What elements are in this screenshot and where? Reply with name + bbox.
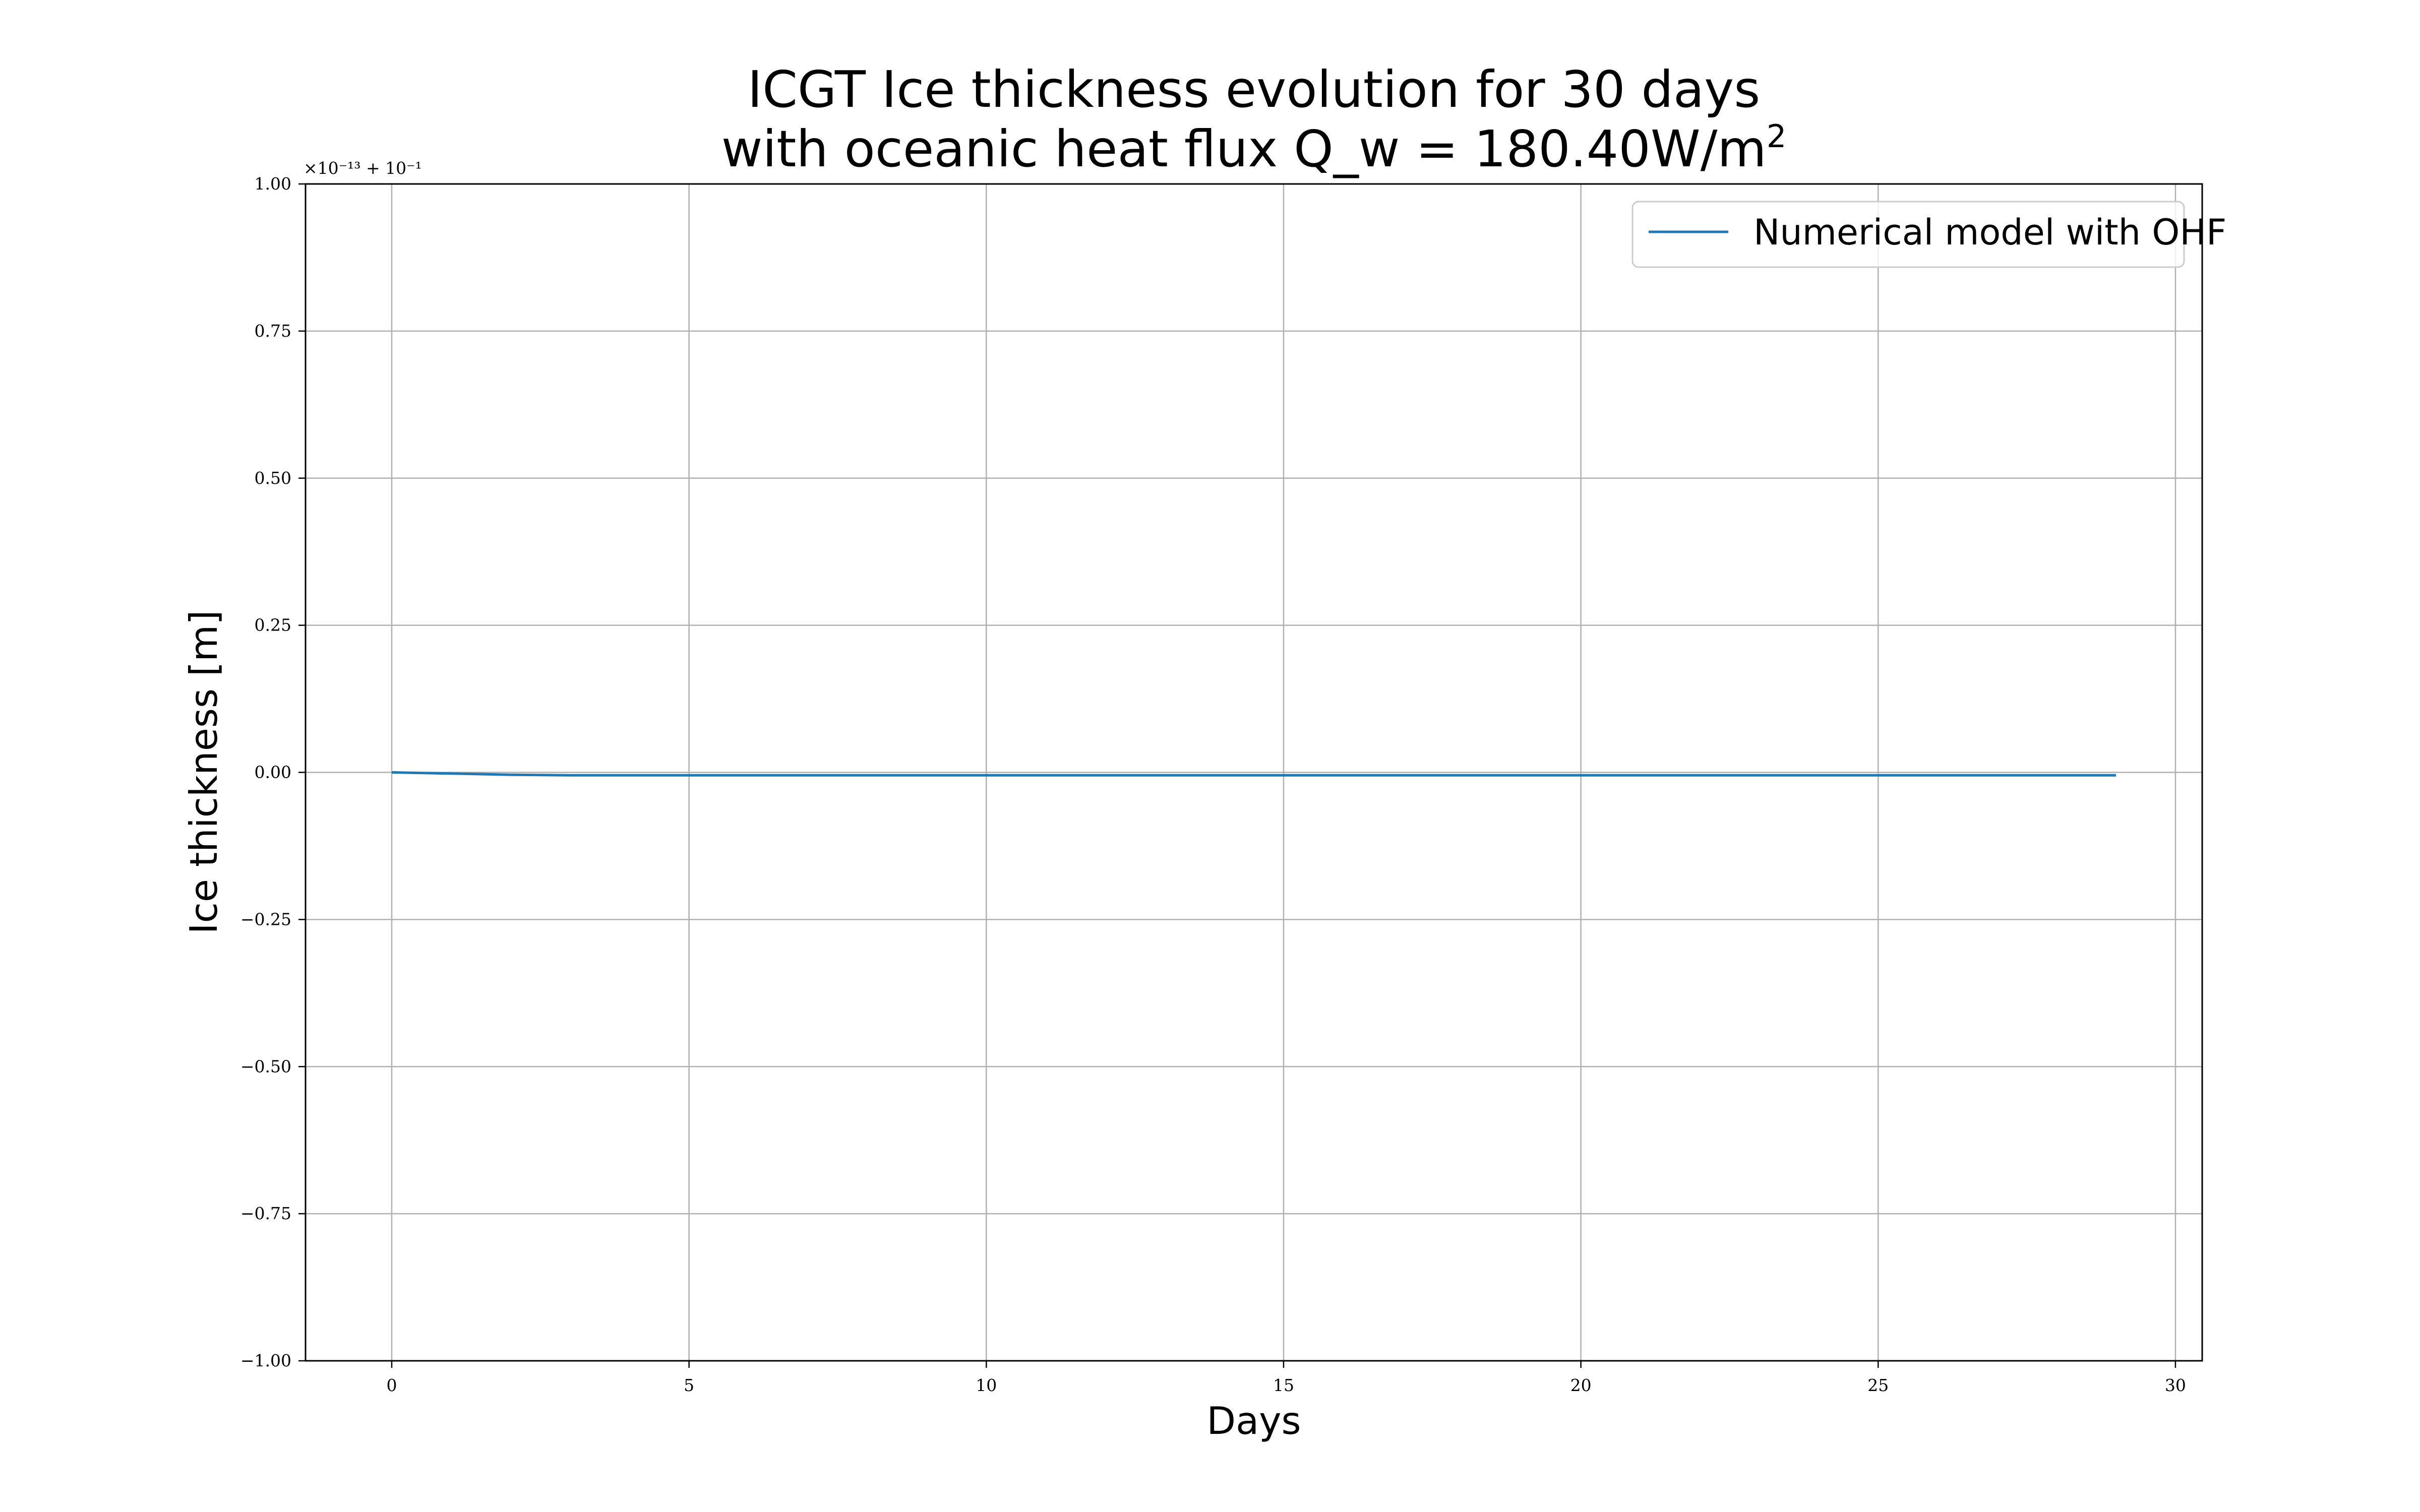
data-point <box>986 775 987 776</box>
y-tick-label: −0.25 <box>240 909 291 929</box>
data-point <box>1224 775 1225 776</box>
legend-label: Numerical model with OHF <box>1753 212 2226 253</box>
data-point <box>1759 775 1760 776</box>
data-point <box>1402 775 1403 776</box>
x-tick-label: 10 <box>976 1375 997 1395</box>
legend-box <box>1631 201 2185 268</box>
y-tick-label: −0.50 <box>240 1056 291 1076</box>
data-point <box>1521 775 1522 776</box>
data-point <box>1283 775 1284 776</box>
data-point <box>629 775 630 776</box>
y-tick-label: 0.00 <box>255 763 291 782</box>
legend: Numerical model with OHF <box>1631 201 2226 268</box>
data-point <box>867 775 868 776</box>
data-point <box>1105 775 1106 776</box>
y-tick-label: −0.75 <box>240 1204 291 1223</box>
data-point <box>2056 775 2057 776</box>
y-axis-ticks: 1.00 0.75 0.50 0.25 0.00 −0.25 −0.50 −0.75 −1.00 <box>240 174 306 1370</box>
series-line <box>391 771 2116 777</box>
data-point <box>1997 775 1998 776</box>
data-point <box>748 775 749 776</box>
x-tick-label: 0 <box>387 1375 397 1395</box>
y-axis-label: Ice thickness [m] <box>182 610 226 934</box>
chart-subtitle: with oceanic heat flux Q_w = 180.40W/m2 <box>721 118 1787 178</box>
x-tick-label: 30 <box>2165 1375 2186 1395</box>
x-tick-label: 5 <box>684 1375 694 1395</box>
data-point <box>1640 775 1641 776</box>
x-axis-ticks: 0 5 10 15 20 25 30 <box>387 1361 2186 1395</box>
y-tick-label: 1.00 <box>255 174 291 194</box>
y-tick-label: 0.25 <box>255 615 291 635</box>
plot-lines <box>391 771 2116 777</box>
data-point <box>1878 775 1879 776</box>
chart-subtitle-superscript: 2 <box>1767 118 1786 155</box>
x-tick-label: 20 <box>1570 1375 1592 1395</box>
y-tick-label: −1.00 <box>240 1351 291 1370</box>
x-axis-label: Days <box>1206 1399 1301 1443</box>
x-tick-label: 25 <box>1867 1375 1889 1395</box>
y-tick-label: 0.50 <box>255 468 291 488</box>
x-tick-label: 15 <box>1273 1375 1294 1395</box>
y-tick-label: 0.75 <box>255 321 291 341</box>
chart-title: ICGT Ice thickness evolution for 30 days <box>748 60 1761 119</box>
y-axis-offset-text: ×10⁻¹³ + 10⁻¹ <box>304 158 422 178</box>
